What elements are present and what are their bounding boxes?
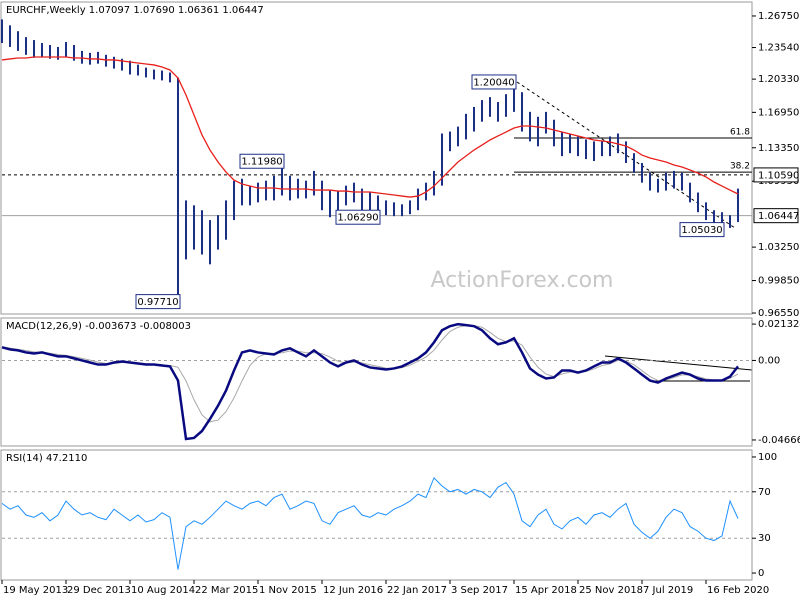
annotation-box [239,153,285,169]
y-tick-label: 1.16950 [758,107,799,118]
macd-trend-line [604,355,753,371]
x-tick-label: 3 Sep 2017 [451,585,508,596]
moving-average [1,56,739,198]
y-tick-label: 100 [758,452,777,463]
y-tick-label: 0.021324 [758,319,800,330]
watermark: ActionForex.com [431,268,614,293]
fib-label: 61.8 [730,128,750,138]
x-tick-label: 29 Dec 2013 [67,585,131,596]
annotation-box [679,222,725,238]
y-tick-label: 1.26750 [758,11,799,22]
x-tick-label: 19 May 2013 [3,585,68,596]
y-tick-label: 0.99850 [758,276,799,287]
level-box [753,167,799,183]
y-tick-label: 1.23540 [758,43,799,54]
panel-frame [0,317,753,447]
x-tick-label: 22 Jan 2017 [387,585,447,596]
y-tick-label: 0 [758,568,764,579]
y-tick-label: 1.03250 [758,242,799,253]
annotation-box [335,209,381,225]
x-tick-label: 22 Mar 2015 [195,585,258,596]
y-tick-label: 0.96550 [758,308,799,319]
x-tick-label: 10 Aug 2014 [131,585,195,596]
annotation-label: 1.05030 [681,225,722,236]
annotation-box [471,74,517,90]
y-tick-label: 1.13350 [758,143,799,154]
y-tick-label: 0.00 [758,355,780,366]
y-tick-label: 30 [758,533,771,544]
macd-line [1,322,739,441]
last-price-label: 1.06447 [758,211,799,222]
panel-frame [0,449,753,581]
annotation-label: 1.06290 [337,213,378,224]
x-tick-label: 12 Jun 2016 [323,585,383,596]
y-tick-label: 70 [758,487,771,498]
rsi-title: RSI(14) 47.2110 [6,453,87,464]
annotation-label: 1.11980 [241,157,282,168]
x-tick-label: 15 Apr 2018 [515,585,577,596]
last-price-box [753,208,799,224]
x-tick-label: 16 Feb 2020 [707,585,769,596]
macd-title: MACD(12,26,9) -0.003673 -0.008003 [6,321,191,332]
x-tick-label: 1 Nov 2015 [259,585,317,596]
annotation-box [135,294,181,310]
x-tick-label: 7 Jul 2019 [643,585,693,596]
y-tick-label: -0.046663 [758,435,800,446]
panel-frame [0,1,753,315]
annotation-label: 0.97710 [137,297,178,308]
fib-label: 38.2 [730,162,750,172]
price-title: EURCHF,Weekly 1.07097 1.07690 1.06361 1.… [6,5,264,16]
annotation-label: 1.20040 [473,77,514,88]
rsi-line [1,476,739,570]
x-tick-label: 25 Nov 2018 [579,585,643,596]
level-label: 1.10590 [758,170,799,181]
y-tick-label: 1.20330 [758,74,799,85]
